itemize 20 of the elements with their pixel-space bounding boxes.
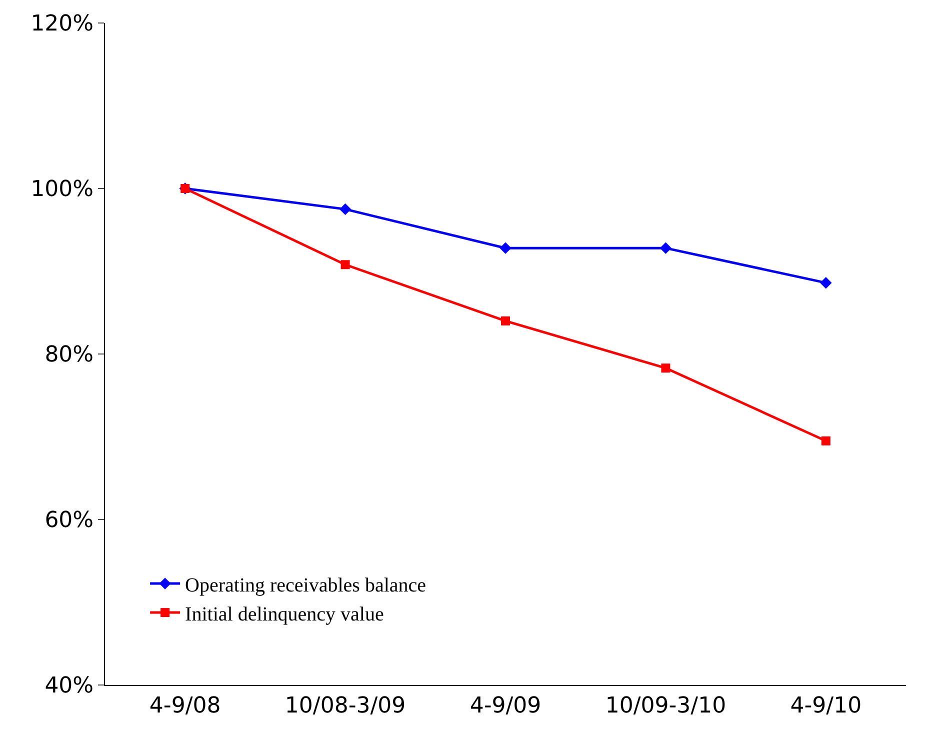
point bbox=[821, 436, 830, 446]
y-tick-label: 40% bbox=[44, 674, 94, 699]
point bbox=[661, 364, 670, 373]
legend-label: Operating receivables balance bbox=[185, 574, 426, 596]
point bbox=[820, 276, 832, 289]
x-tick-label: 4-9/08 bbox=[149, 693, 221, 718]
y-tick-label: 80% bbox=[44, 342, 94, 368]
x-tick-label: 10/09-3/10 bbox=[605, 693, 726, 718]
x-tick-label: 4-9/10 bbox=[790, 693, 862, 718]
y-tick-label: 60% bbox=[44, 508, 94, 534]
point bbox=[660, 242, 672, 254]
point bbox=[339, 203, 352, 216]
y-tick-label: 120% bbox=[30, 12, 94, 37]
point bbox=[340, 260, 350, 270]
y-tick-label: 100% bbox=[30, 177, 94, 202]
point bbox=[501, 316, 510, 326]
x-tick-label: 4-9/09 bbox=[470, 693, 542, 718]
legend-label: Initial delinquency value bbox=[185, 603, 384, 626]
x-tick-label: 10/08-3/09 bbox=[284, 693, 406, 718]
point bbox=[500, 242, 512, 254]
